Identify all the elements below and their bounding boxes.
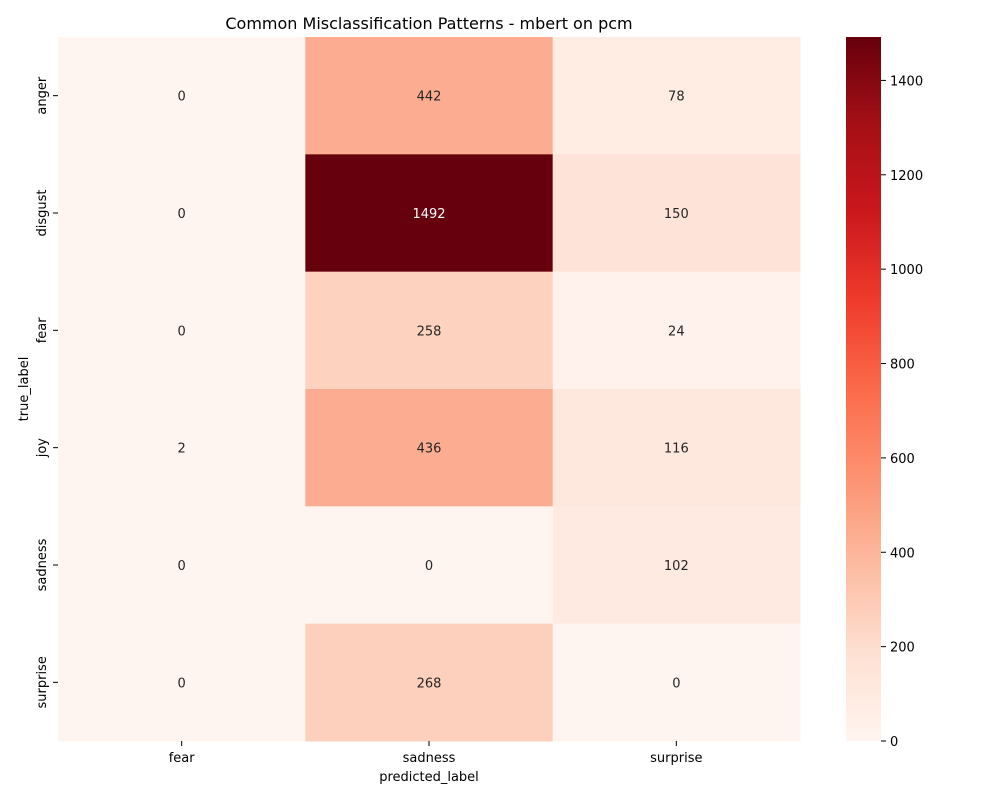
cell-value-label: 78 — [668, 90, 685, 105]
cell-value-label: 102 — [664, 559, 689, 574]
cell-value-label: 0 — [178, 676, 186, 691]
heatmap-cell — [552, 506, 801, 625]
cell-value-label: 0 — [178, 207, 186, 222]
y-tick-label: fear — [35, 317, 50, 344]
x-axis-label: predicted_label — [379, 770, 479, 785]
heatmap-cell — [305, 506, 554, 625]
y-tick-label: surprise — [35, 656, 50, 708]
cell-value-label: 0 — [178, 559, 186, 574]
heatmap-cell — [305, 623, 554, 742]
colorbar-tick-label: 200 — [890, 641, 915, 656]
heatmap-cell — [552, 37, 801, 155]
chart-title: Common Misclassification Patterns - mber… — [225, 14, 632, 33]
colorbar-tick-label: 400 — [890, 546, 915, 561]
heatmap-cell — [552, 623, 801, 742]
heatmap-cell — [58, 37, 306, 155]
heatmap-cell — [58, 154, 306, 273]
heatmap-cell — [305, 154, 554, 273]
x-tick-label: fear — [169, 751, 196, 766]
y-tick-label: anger — [35, 76, 50, 114]
x-axis: fear sadness surprise — [169, 741, 703, 766]
colorbar-tick-label: 1400 — [890, 74, 923, 89]
x-tick-label: sadness — [403, 751, 456, 766]
heatmap-cell — [58, 506, 306, 625]
heatmap-cell — [58, 389, 306, 507]
y-axis-label: true_label — [17, 357, 32, 422]
y-tick-label: joy — [35, 438, 50, 459]
heatmap-cell — [552, 389, 801, 507]
cell-value-label: 436 — [417, 442, 442, 457]
cell-value-label: 442 — [417, 90, 442, 105]
cell-value-label: 116 — [664, 442, 689, 457]
cell-value-label: 1492 — [412, 207, 445, 222]
cell-value-label: 150 — [664, 207, 689, 222]
colorbar-tick-label: 1200 — [890, 169, 923, 184]
cell-value-label: 258 — [417, 324, 442, 339]
cell-value-label: 268 — [417, 676, 442, 691]
heatmap-cell-labels: 0 442 78 0 1492 150 0 258 24 2 436 116 0 0 102 0 268 0 — [178, 90, 689, 692]
colorbar: 0 200 400 600 800 1000 1200 1400 — [846, 37, 923, 750]
y-tick-label: disgust — [35, 190, 50, 237]
cell-value-label: 0 — [178, 324, 186, 339]
colorbar-tick-label: 800 — [890, 358, 915, 373]
heatmap-cell — [552, 271, 801, 390]
heatmap-cell — [552, 154, 801, 273]
cell-value-label: 0 — [178, 90, 186, 105]
cell-value-label: 24 — [668, 324, 685, 339]
y-axis: anger disgust fear joy sadness surprise — [35, 76, 58, 709]
colorbar-tick-label: 0 — [890, 735, 898, 750]
heatmap-cell — [305, 389, 554, 507]
colorbar-gradient — [846, 37, 881, 741]
y-tick-label: sadness — [35, 538, 50, 591]
cell-value-label: 0 — [425, 559, 433, 574]
cell-value-label: 2 — [178, 442, 186, 457]
heatmap-cell — [305, 271, 554, 390]
heatmap-cells — [58, 37, 801, 742]
x-tick-label: surprise — [650, 751, 702, 766]
heatmap-cell — [58, 623, 306, 742]
cell-value-label: 0 — [672, 676, 680, 691]
heatmap-cell — [305, 37, 554, 155]
colorbar-tick-label: 600 — [890, 452, 915, 467]
colorbar-tick-label: 1000 — [890, 263, 923, 278]
heatmap-cell — [58, 271, 306, 390]
